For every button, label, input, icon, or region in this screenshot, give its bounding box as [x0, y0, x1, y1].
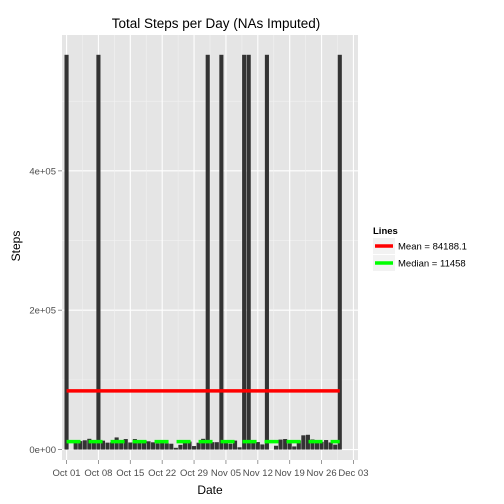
bar-2012-10-27	[182, 442, 188, 450]
bar-2012-11-23	[305, 434, 310, 450]
bar-2012-11-06	[228, 443, 233, 450]
x-tick-label: Oct 01	[53, 468, 81, 479]
bar-2012-10-26	[178, 444, 183, 450]
bar-2012-10-22	[160, 440, 165, 450]
x-axis-title: Date	[197, 483, 223, 497]
bar-2012-10-09	[100, 440, 106, 450]
bar-2012-11-07	[232, 440, 238, 450]
bar-2012-10-17	[137, 440, 142, 450]
bar-2012-11-22	[301, 435, 306, 450]
bar-2012-11-10	[246, 54, 251, 450]
legend: Lines Mean = 84188.1 Median = 11458	[373, 226, 467, 271]
bars	[64, 54, 342, 450]
bar-2012-11-21	[296, 440, 301, 450]
bar-2012-10-14	[123, 439, 128, 450]
x-tick-label: Oct 08	[84, 468, 112, 479]
bar-2012-10-07	[91, 441, 96, 450]
bar-2012-10-29	[192, 446, 197, 450]
bar-2012-11-04	[219, 54, 224, 450]
bar-2012-11-13	[260, 444, 265, 450]
bar-2012-11-16	[273, 445, 279, 450]
x-tick-label: Dec 03	[338, 468, 368, 479]
y-tick-label: 0e+00	[29, 445, 56, 456]
bar-2012-10-11	[110, 442, 115, 450]
x-tick-label: Nov 12	[243, 468, 273, 479]
bar-2012-10-20	[151, 442, 156, 450]
bar-2012-10-24	[169, 443, 174, 450]
bar-2012-11-01	[205, 54, 210, 450]
bar-2012-10-03	[73, 441, 78, 450]
bar-2012-11-28	[328, 442, 333, 450]
bar-2012-11-26	[319, 441, 324, 450]
legend-entry-label: Median = 11458	[398, 259, 466, 270]
bar-2012-11-09	[242, 54, 247, 450]
bar-2012-10-12	[114, 437, 119, 450]
bar-2012-10-05	[82, 440, 87, 450]
bar-2012-11-27	[324, 440, 329, 450]
legend-title: Lines	[373, 226, 398, 237]
bar-2012-11-12	[255, 442, 260, 450]
bar-2012-10-15	[128, 442, 133, 450]
x-tick-label: Nov 05	[211, 468, 241, 479]
bar-2012-11-30	[337, 54, 342, 450]
bar-2012-10-08	[96, 54, 101, 450]
bar-2012-10-10	[105, 442, 110, 450]
bar-2012-11-11	[251, 440, 256, 450]
legend-entry-label: Mean = 84188.1	[398, 242, 467, 253]
y-axis-title: Steps	[9, 231, 23, 262]
bar-2012-10-28	[187, 441, 192, 450]
bar-2012-10-21	[155, 443, 160, 450]
bar-2012-11-20	[292, 446, 297, 450]
y-axis: 0e+00 2e+05 4e+05	[29, 166, 62, 456]
x-tick-label: Oct 22	[148, 468, 176, 479]
bar-2012-11-29	[333, 444, 338, 450]
bar-2012-11-03	[214, 442, 219, 450]
x-tick-label: Oct 29	[180, 468, 208, 479]
x-axis: Oct 01 Oct 08 Oct 15 Oct 22 Oct 29 Nov 05 Nov …	[53, 460, 369, 479]
bar-2012-10-18	[141, 442, 147, 450]
bar-2012-11-14	[264, 54, 269, 450]
bar-2012-10-23	[164, 443, 169, 450]
reference-lines	[66, 389, 340, 444]
bar-2012-11-02	[210, 442, 215, 450]
chart-title: Total Steps per Day (NAs Imputed)	[112, 16, 321, 31]
bar-2012-11-19	[287, 443, 292, 450]
bar-2012-10-06	[87, 438, 92, 450]
x-tick-label: Nov 26	[307, 468, 337, 479]
y-tick-label: 4e+05	[29, 166, 56, 177]
bar-2012-11-08	[237, 447, 242, 450]
bar-2012-10-01	[64, 54, 69, 450]
bar-2012-10-31	[201, 438, 206, 450]
x-tick-label: Nov 19	[275, 468, 305, 479]
bar-2012-10-13	[119, 440, 124, 450]
bar-2012-11-17	[278, 439, 283, 450]
bar-2012-10-30	[196, 442, 201, 450]
bar-2012-10-19	[146, 441, 151, 450]
bar-2012-11-25	[314, 441, 320, 450]
bar-2012-11-18	[283, 439, 288, 450]
bar-2012-11-24	[310, 439, 315, 450]
bar-2012-10-25	[173, 447, 178, 450]
bar-2012-10-04	[78, 441, 83, 450]
bar-2012-11-05	[223, 442, 228, 450]
x-tick-label: Oct 15	[116, 468, 144, 479]
y-tick-label: 2e+05	[29, 306, 56, 317]
bar-2012-10-16	[132, 439, 137, 450]
